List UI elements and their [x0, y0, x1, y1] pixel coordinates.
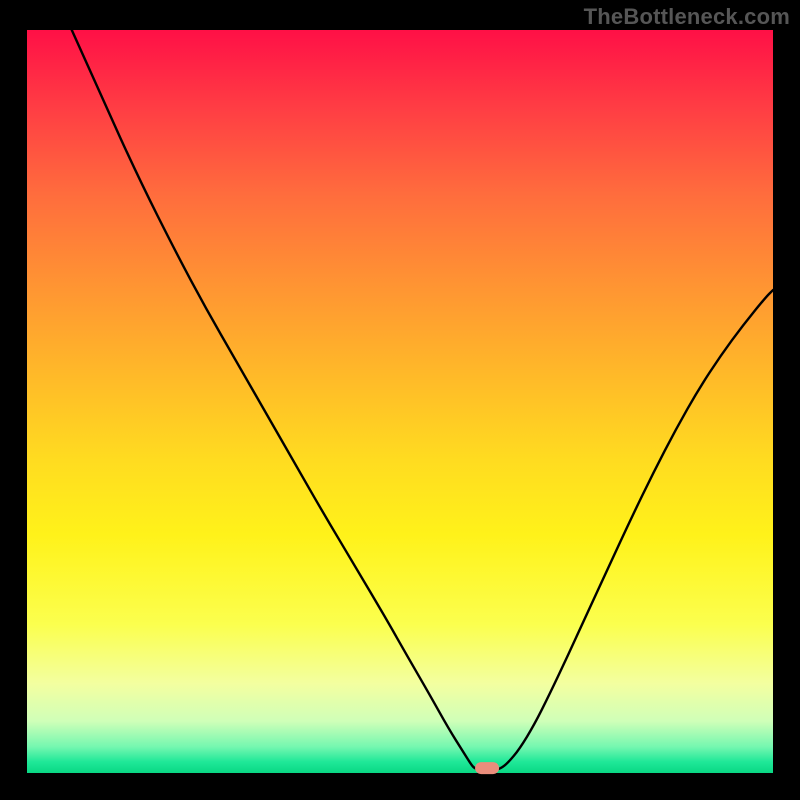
chart-frame: TheBottleneck.com: [0, 0, 800, 800]
watermark-text: TheBottleneck.com: [584, 4, 790, 30]
optimal-marker: [475, 762, 499, 774]
bottleneck-curve: [27, 30, 773, 773]
plot-area: [27, 30, 773, 773]
